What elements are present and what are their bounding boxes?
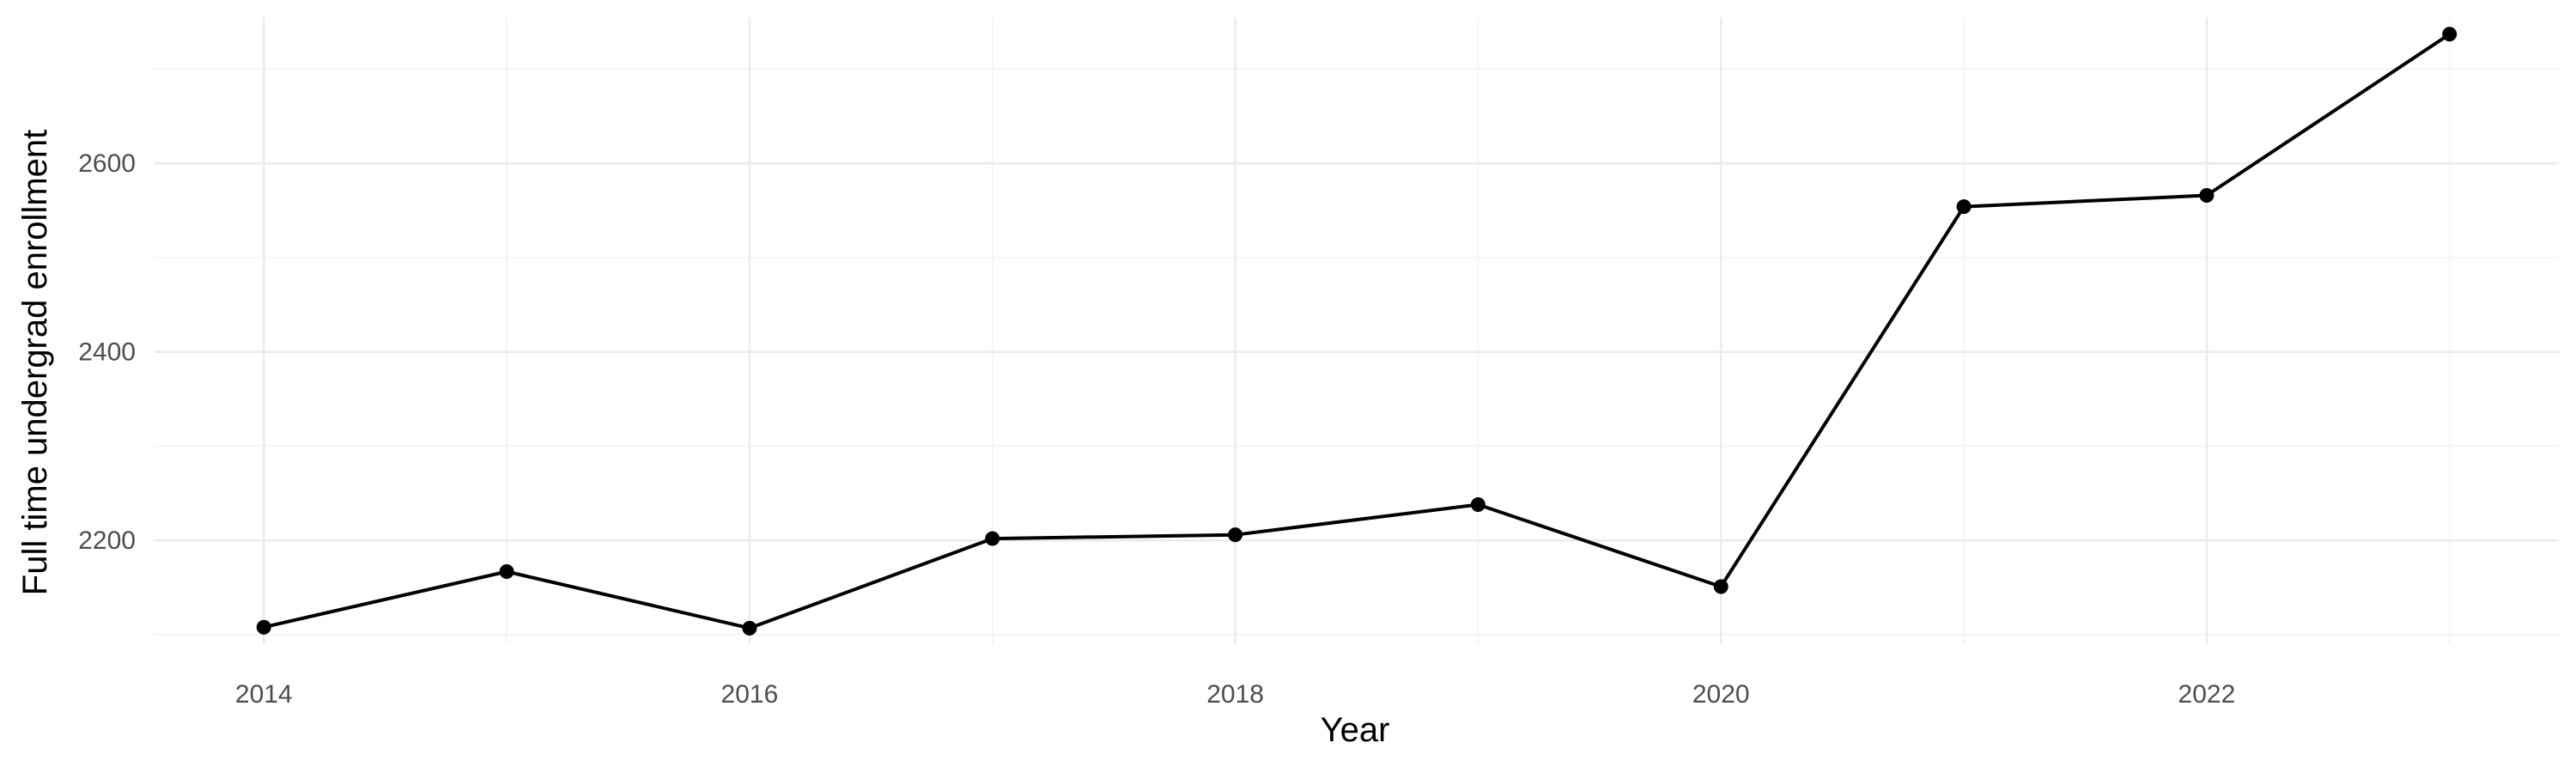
data-point (499, 563, 514, 579)
x-tick-label: 2020 (1692, 680, 1750, 709)
data-point (1713, 579, 1728, 594)
series-line (262, 32, 2451, 630)
data-point (742, 620, 757, 636)
y-tick-label: 2400 (78, 338, 136, 367)
data-point (1956, 199, 1971, 215)
x-tick-label: 2022 (2178, 680, 2236, 709)
x-axis-title: Year (1321, 711, 1390, 749)
x-tick-label: 2014 (235, 680, 293, 709)
data-point (2199, 187, 2215, 203)
y-tick-label: 2200 (78, 526, 136, 555)
y-axis-title: Full time undergrad enrollment (16, 130, 54, 595)
data-point (256, 619, 271, 635)
data-point (2442, 27, 2458, 42)
y-tick-label: 2600 (78, 149, 136, 178)
grid (155, 17, 2559, 644)
tick-labels: 2014 2016 2018 2020 2022 2200 2400 2600 (78, 149, 2235, 709)
series-layer (256, 27, 2458, 636)
x-tick-label: 2018 (1206, 680, 1264, 709)
x-tick-label: 2016 (721, 680, 779, 709)
data-point (1470, 497, 1485, 513)
data-point (1228, 527, 1243, 543)
data-point (985, 531, 1000, 546)
